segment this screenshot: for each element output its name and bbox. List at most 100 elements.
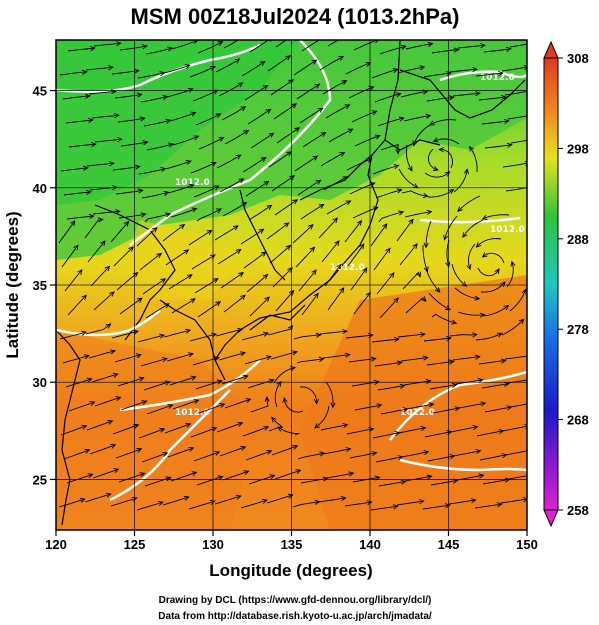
streamline [431, 313, 457, 324]
streamline [244, 356, 272, 365]
streamline-arrowhead [86, 377, 93, 383]
streamline [87, 240, 106, 263]
streamline-arrowhead [314, 83, 321, 89]
x-tick-label: 135 [281, 537, 303, 552]
streamline-arrowhead [263, 331, 270, 337]
streamline [59, 71, 87, 76]
streamline [242, 157, 267, 173]
streamline [273, 366, 296, 384]
x-tick-label: 120 [45, 537, 67, 552]
streamline-arrowhead [260, 251, 267, 257]
streamline [198, 137, 224, 150]
streamline [457, 195, 481, 212]
streamline-arrowhead [133, 68, 140, 74]
streamline [402, 271, 421, 290]
streamline [192, 357, 220, 366]
streamline-arrowhead [371, 110, 378, 116]
streamline-arrowhead [443, 234, 449, 241]
streamline-arrowhead [395, 92, 402, 98]
y-tick-label: 30 [33, 375, 47, 390]
streamline-arrowhead [110, 349, 117, 355]
streamline-arrowhead [318, 203, 325, 209]
streamline [113, 246, 134, 267]
streamline-arrowhead [109, 291, 115, 297]
streamline [396, 500, 424, 506]
streamline-arrowhead [164, 380, 171, 386]
streamline [170, 208, 197, 218]
streamline-arrowhead [258, 228, 265, 234]
streamline [162, 224, 185, 242]
streamline-arrowhead [163, 190, 170, 196]
streamline [405, 297, 427, 314]
colorbar-tick-label: 298 [567, 141, 589, 156]
streamline-arrowhead [472, 424, 479, 431]
streamline [196, 208, 222, 222]
streamline [118, 472, 145, 483]
streamline [300, 386, 318, 404]
streamline [250, 132, 274, 149]
streamline [502, 162, 527, 168]
streamline [110, 221, 129, 243]
streamline [454, 287, 480, 300]
streamline [59, 331, 87, 340]
streamline [115, 448, 142, 459]
streamline [68, 143, 96, 148]
streamline [273, 103, 297, 120]
streamline-arrowhead [345, 200, 352, 206]
streamline [428, 148, 438, 171]
streamline [422, 504, 450, 510]
streamline [405, 144, 413, 172]
streamline [478, 359, 506, 365]
streamline-arrowhead [184, 64, 191, 70]
streamline-arrowhead [81, 294, 88, 301]
streamline [218, 352, 246, 361]
x-tick-label: 145 [438, 537, 460, 552]
streamline-arrowhead [395, 148, 401, 155]
streamline-arrowhead [263, 425, 270, 431]
streamline [397, 66, 425, 74]
streamline [501, 66, 527, 72]
map-title: MSM 00Z18Jul2024 (1013.2hPa) [131, 4, 460, 29]
streamline-arrowhead [531, 473, 536, 477]
streamline [346, 428, 374, 435]
streamline [89, 444, 116, 455]
contour-label: 1012.0 [330, 263, 365, 273]
colorbar-tick-label: 288 [567, 232, 589, 247]
streamline [501, 318, 525, 336]
streamline-arrowhead [87, 473, 94, 479]
streamline [298, 269, 317, 292]
streamline [403, 115, 431, 122]
streamline [64, 269, 83, 292]
streamline [194, 278, 219, 294]
streamline-arrowhead [183, 495, 190, 501]
streamline-arrowhead [81, 69, 88, 75]
streamline [267, 55, 291, 72]
streamline-arrowhead [444, 305, 451, 311]
streamline-arrowhead [463, 168, 469, 175]
streamline [245, 450, 272, 461]
streamline [348, 358, 376, 363]
streamline [469, 146, 478, 173]
streamline-arrowhead [159, 333, 166, 339]
streamline-arrowhead [416, 271, 421, 278]
streamline-arrowhead [167, 404, 174, 409]
streamline [272, 267, 293, 288]
streamline-arrowhead [292, 444, 299, 450]
streamline-arrowhead [475, 242, 482, 248]
streamline [510, 403, 527, 408]
streamline-arrowhead [448, 359, 455, 365]
colorbar-tick-label: 278 [567, 322, 589, 337]
streamline-arrowhead [444, 503, 451, 509]
streamline [141, 191, 169, 199]
streamline [327, 287, 345, 311]
streamline [449, 68, 477, 73]
streamline [353, 40, 379, 51]
streamline-arrowhead [427, 41, 434, 47]
streamline-arrowhead [136, 447, 143, 453]
streamline-arrowhead [348, 471, 355, 477]
streamline-arrowhead [134, 164, 141, 170]
streamline [198, 403, 225, 414]
streamline [377, 117, 404, 127]
streamline [163, 64, 190, 74]
streamline [400, 357, 428, 362]
